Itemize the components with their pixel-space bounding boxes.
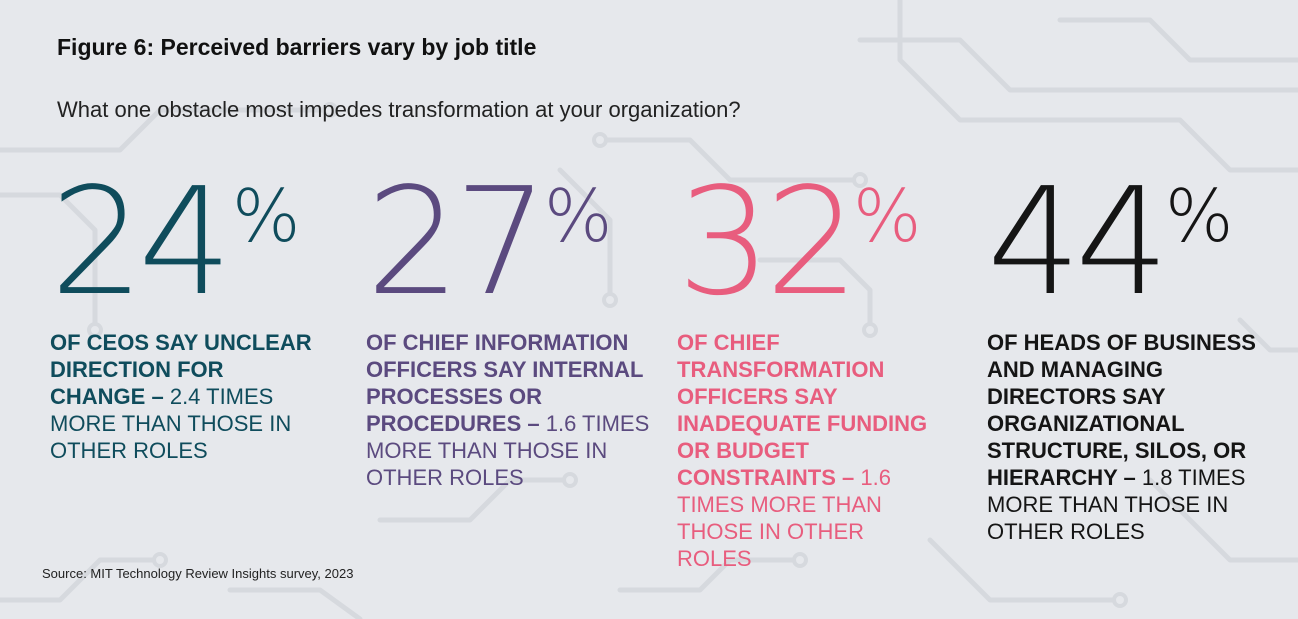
stat-value-group: 24 % — [50, 168, 350, 328]
stat-value-group: 32 % — [677, 168, 977, 328]
stat-bold-text: OF CHIEF TRANSFORMATION OFFICERS SAY INA… — [677, 330, 928, 490]
stat-ceos: 24 % OF CEOS SAY UNCLEAR DIRECTION FOR C… — [50, 168, 350, 464]
stat-regular-text: 2.4 TIMES MORE THAN THOSE IN OTHER ROLES — [50, 384, 292, 463]
stat-regular-text: 1.6 TIMES MORE THAN THOSE IN OTHER ROLES — [366, 411, 650, 490]
stat-dash: – — [145, 384, 164, 409]
stat-dash: – — [835, 465, 855, 490]
percent-sign: % — [232, 174, 301, 258]
percent-sign: % — [544, 174, 613, 258]
chart-subtitle: What one obstacle most impedes transform… — [57, 97, 741, 122]
stat-bold-text: OF CEOS SAY UNCLEAR DIRECTION FOR CHANGE — [50, 330, 312, 409]
stat-regular-text: 1.8 TIMES MORE THAN THOSE IN OTHER ROLES — [987, 465, 1246, 544]
stat-ctos: 32 % OF CHIEF TRANSFORMATION OFFICERS SA… — [677, 168, 977, 572]
stat-regular-text: 1.6 TIMES MORE THAN THOSE IN OTHER ROLES — [677, 465, 891, 571]
stat-description: OF CHIEF TRANSFORMATION OFFICERS SAY INA… — [677, 329, 942, 572]
stat-value: 44 — [987, 156, 1169, 328]
stat-cios: 27 % OF CHIEF INFORMATION OFFICERS SAY I… — [366, 168, 666, 491]
percent-sign: % — [853, 174, 922, 258]
stat-dash: – — [1117, 465, 1136, 490]
stat-description: OF CEOS SAY UNCLEAR DIRECTION FOR CHANGE… — [50, 329, 320, 464]
chart-title: Figure 6: Perceived barriers vary by job… — [57, 34, 537, 60]
percent-sign: % — [1165, 174, 1234, 258]
stat-bold-text: OF HEADS OF BUSINESS AND MANAGING DIRECT… — [987, 330, 1256, 490]
stat-bold-text: OF CHIEF INFORMATION OFFICERS SAY INTERN… — [366, 330, 644, 436]
stat-value: 24 — [50, 156, 232, 328]
source-note: Source: MIT Technology Review Insights s… — [42, 566, 354, 581]
stat-description: OF HEADS OF BUSINESS AND MANAGING DIRECT… — [987, 329, 1267, 545]
stat-value: 32 — [677, 156, 859, 328]
stat-value-group: 44 % — [987, 168, 1287, 328]
stat-description: OF CHIEF INFORMATION OFFICERS SAY INTERN… — [366, 329, 651, 491]
stat-value: 27 — [366, 156, 548, 328]
stat-dash: – — [521, 411, 540, 436]
stat-value-group: 27 % — [366, 168, 666, 328]
stat-heads-of-business: 44 % OF HEADS OF BUSINESS AND MANAGING D… — [987, 168, 1287, 545]
